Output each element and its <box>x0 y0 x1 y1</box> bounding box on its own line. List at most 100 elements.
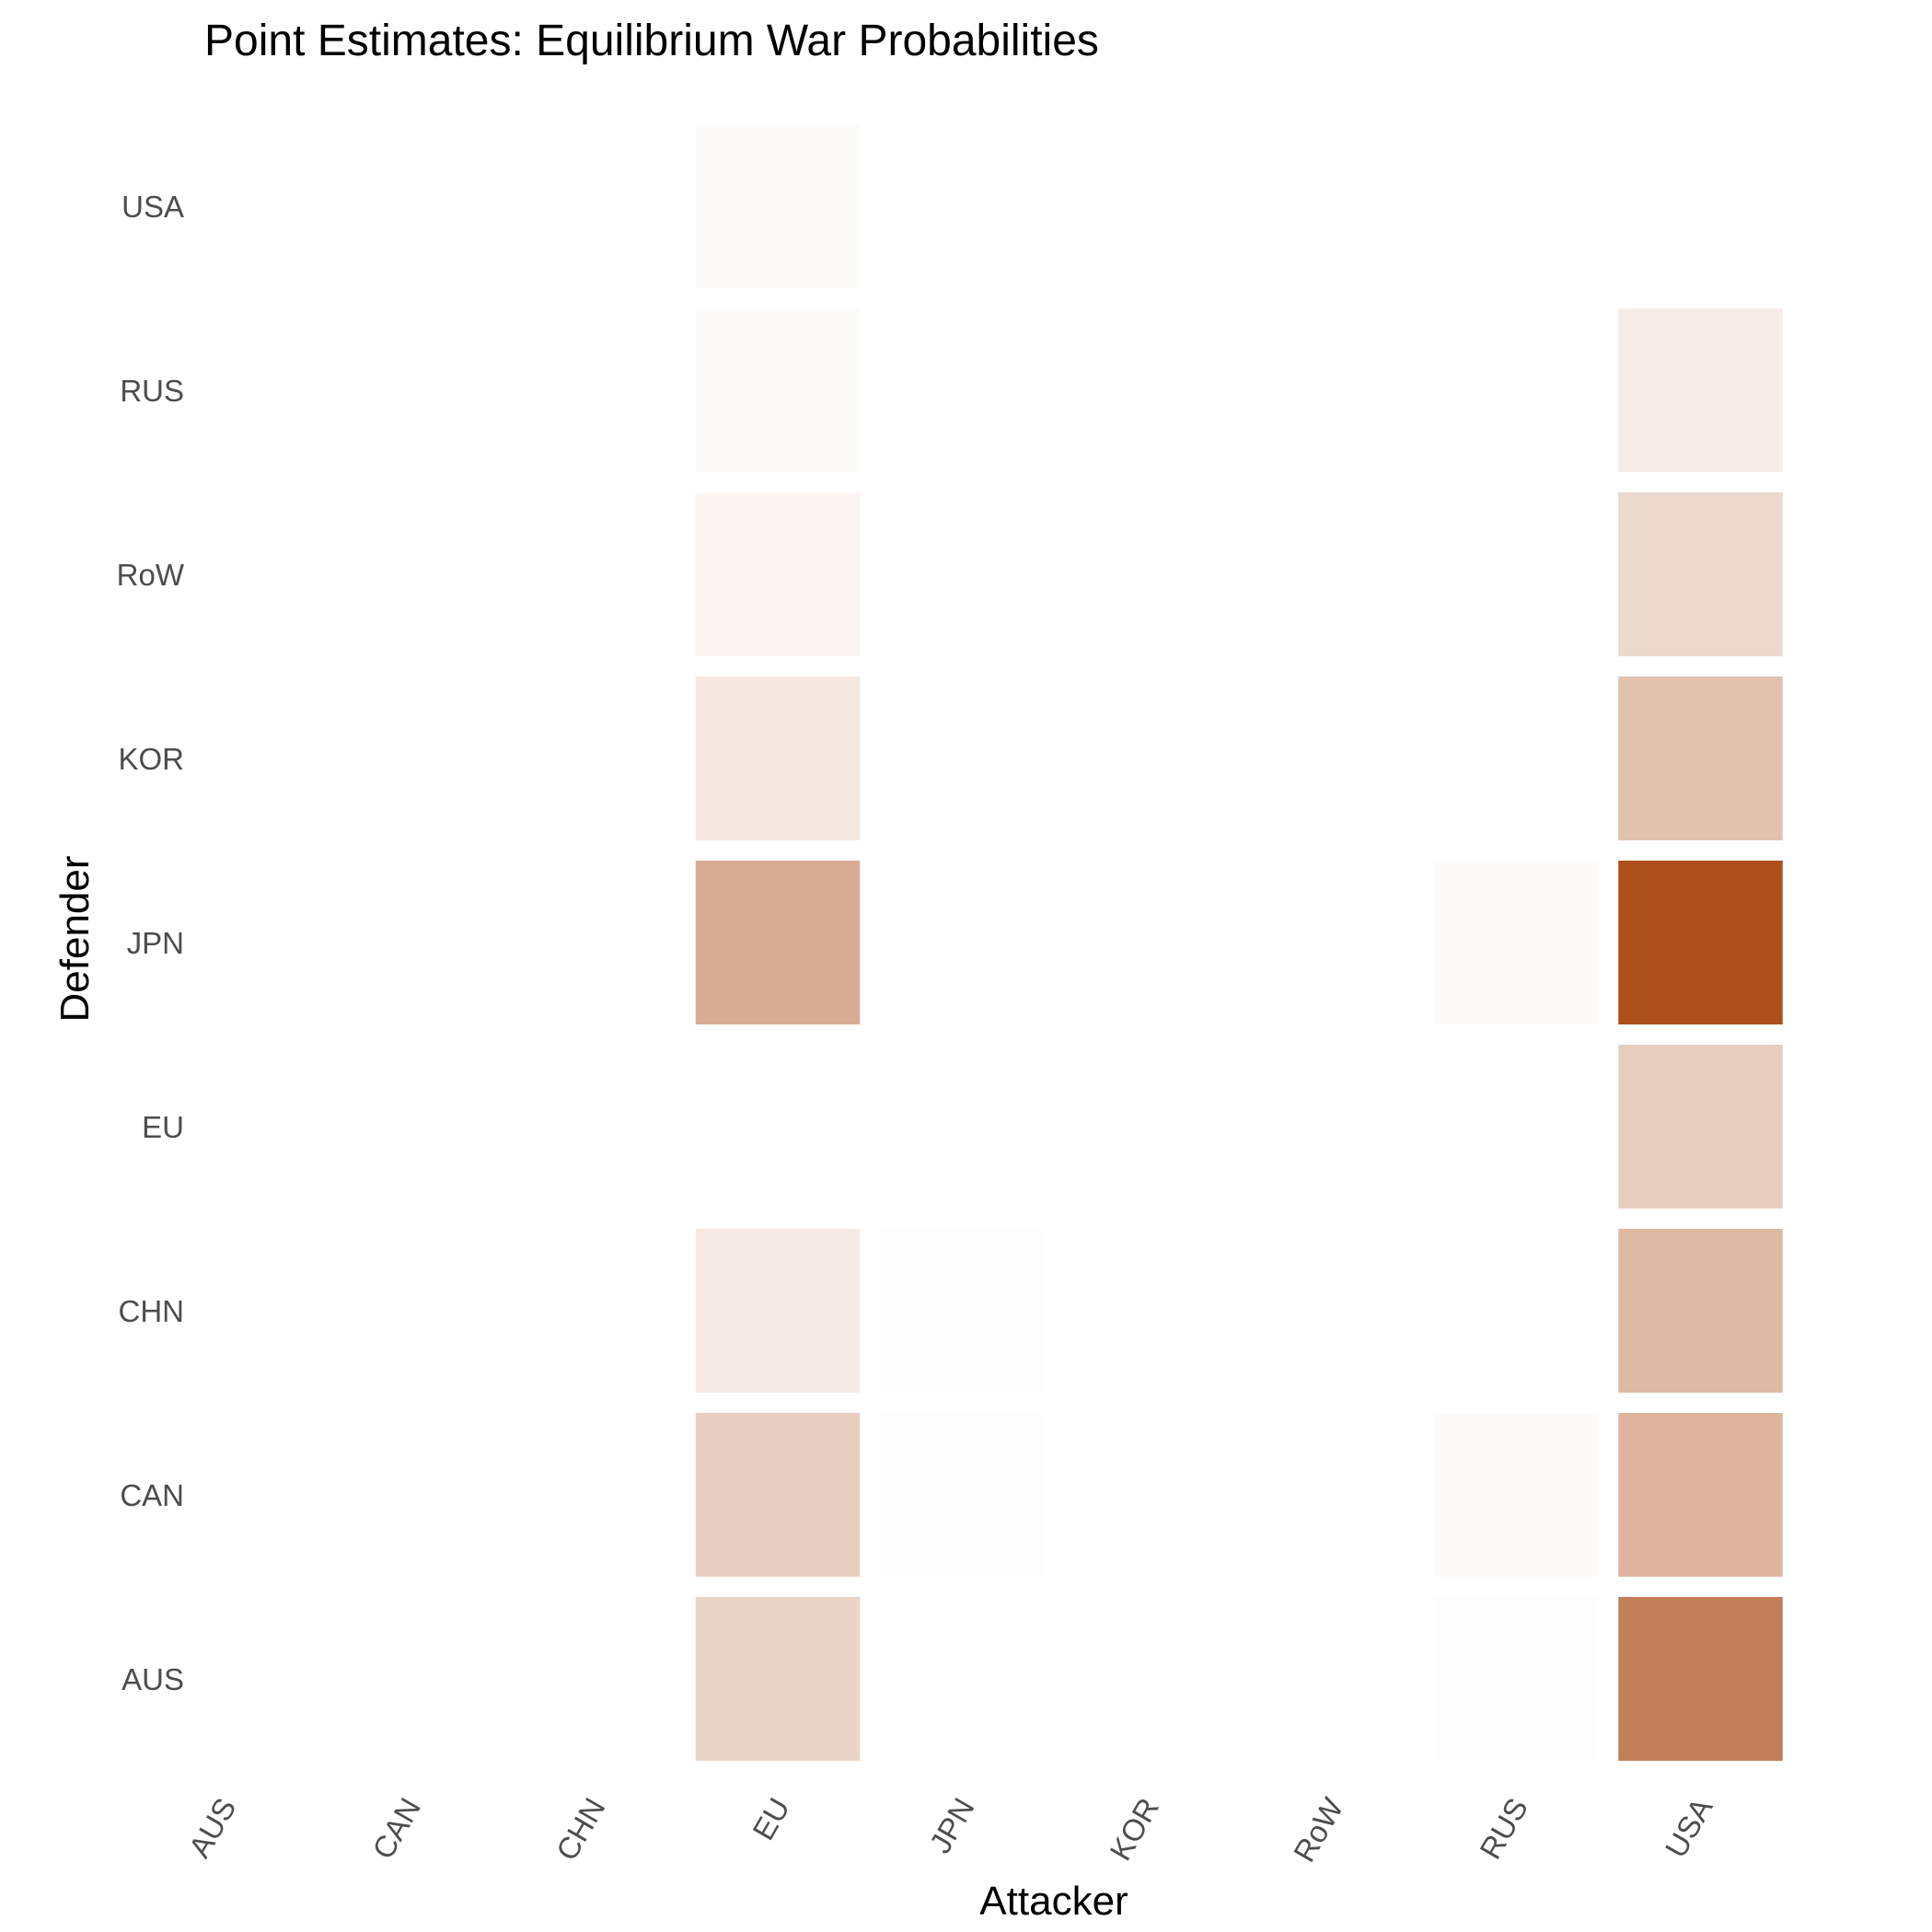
heatmap-cell-RoW-RUS <box>1249 308 1414 472</box>
heatmap-cell-AUS-CHN <box>142 1229 307 1393</box>
heatmap-cell-USA-KOR <box>1618 677 1783 840</box>
heatmap-cell-RUS-CAN <box>1433 1413 1599 1577</box>
y-axis-ticks: AUS CAN CHN EU JPN KOR RoW RUS USA <box>117 190 185 1696</box>
y-tick-label: USA <box>121 190 184 224</box>
heatmap-cell-KOR-CHN <box>1064 1229 1230 1393</box>
x-axis-title: Attacker <box>979 1879 1128 1924</box>
heatmap-cell-RUS-RoW <box>1433 492 1599 656</box>
heatmap-cell-JPN-RoW <box>880 492 1045 656</box>
heatmap-cell-RUS-RUS <box>1433 308 1599 472</box>
heatmap-cell-EU-RUS <box>695 308 861 472</box>
heatmap-cell-USA-USA <box>1618 124 1783 288</box>
heatmap-cell-USA-CAN <box>1618 1413 1783 1577</box>
x-tick-label: USA <box>1659 1792 1719 1863</box>
heatmap-cell-KOR-RUS <box>1064 308 1230 472</box>
heatmap-cell-AUS-RoW <box>142 492 307 656</box>
heatmap-cell-AUS-RUS <box>142 308 307 472</box>
heatmap-cell-CAN-USA <box>326 124 492 288</box>
heatmap-cell-JPN-JPN <box>880 861 1045 1024</box>
x-tick-label: KOR <box>1103 1792 1165 1866</box>
y-tick-label: CHN <box>119 1294 185 1328</box>
heatmap-cell-CHN-KOR <box>511 677 676 840</box>
x-tick-label: EU <box>746 1792 796 1845</box>
x-tick-label: RUS <box>1473 1792 1534 1865</box>
heatmap-cell-KOR-EU <box>1064 1045 1230 1209</box>
heatmap-cell-RUS-CHN <box>1433 1229 1599 1393</box>
x-axis-ticks: AUS CAN CHN EU JPN KOR RoW RUS USA <box>182 1791 1719 1868</box>
heatmap-cell-CHN-AUS <box>511 1597 676 1761</box>
heatmap-cell-USA-RoW <box>1618 492 1783 656</box>
heatmap-cell-EU-AUS <box>695 1597 861 1761</box>
y-tick-label: KOR <box>118 742 184 776</box>
heatmap-cell-KOR-KOR <box>1064 677 1230 840</box>
heatmap-cell-CAN-CHN <box>326 1229 492 1393</box>
heatmap-cell-CAN-CAN <box>326 1413 492 1577</box>
heatmap-cell-CHN-JPN <box>511 861 676 1024</box>
heatmap-cell-JPN-CAN <box>880 1413 1045 1577</box>
heatmap-cell-JPN-RUS <box>880 308 1045 472</box>
x-tick-label: RoW <box>1287 1791 1350 1868</box>
heatmap-cell-RUS-EU <box>1433 1045 1599 1209</box>
heatmap-cell-USA-JPN <box>1618 861 1783 1024</box>
heatmap-cell-RoW-EU <box>1249 1045 1414 1209</box>
heatmap-cell-EU-EU <box>695 1045 861 1209</box>
heatmap-cell-AUS-EU <box>142 1045 307 1209</box>
heatmap-cell-EU-CHN <box>695 1229 861 1393</box>
y-tick-label: EU <box>142 1110 184 1144</box>
heatmap-cell-RUS-USA <box>1433 124 1599 288</box>
heatmap-cell-CAN-EU <box>326 1045 492 1209</box>
heatmap-cell-KOR-AUS <box>1064 1597 1230 1761</box>
heatmap-cell-RoW-CHN <box>1249 1229 1414 1393</box>
heatmap-cell-EU-JPN <box>695 861 861 1024</box>
heatmap-cell-CHN-RoW <box>511 492 676 656</box>
heatmap-cell-USA-AUS <box>1618 1597 1783 1761</box>
heatmap-cell-EU-KOR <box>695 677 861 840</box>
y-tick-label: RoW <box>117 558 185 592</box>
heatmap-cell-KOR-RoW <box>1064 492 1230 656</box>
heatmap-cell-RoW-CAN <box>1249 1413 1414 1577</box>
x-tick-label: CHN <box>550 1792 612 1866</box>
heatmap-cell-JPN-CHN <box>880 1229 1045 1393</box>
heatmap-cell-EU-USA <box>695 124 861 288</box>
heatmap-cell-AUS-AUS <box>142 1597 307 1761</box>
heatmap-cell-AUS-JPN <box>142 861 307 1024</box>
heatmap-cell-RoW-USA <box>1249 124 1414 288</box>
heatmap-cell-JPN-USA <box>880 124 1045 288</box>
heatmap-cell-CHN-EU <box>511 1045 676 1209</box>
heatmap-cell-KOR-CAN <box>1064 1413 1230 1577</box>
y-tick-label: RUS <box>120 374 184 408</box>
x-tick-label: JPN <box>922 1792 980 1858</box>
y-tick-label: CAN <box>120 1478 184 1512</box>
heatmap-cell-CHN-CHN <box>511 1229 676 1393</box>
heatmap-cell-AUS-CAN <box>142 1413 307 1577</box>
y-tick-label: AUS <box>121 1662 184 1696</box>
heatmap-cell-USA-RUS <box>1618 308 1783 472</box>
heatmap-cell-USA-CHN <box>1618 1229 1783 1393</box>
heatmap-cell-EU-CAN <box>695 1413 861 1577</box>
heatmap-cell-RUS-KOR <box>1433 677 1599 840</box>
heatmap-cell-EU-RoW <box>695 492 861 656</box>
heatmap-cell-RoW-JPN <box>1249 861 1414 1024</box>
heatmap-cell-CHN-RUS <box>511 308 676 472</box>
heatmap-cell-CAN-AUS <box>326 1597 492 1761</box>
heatmap-cell-KOR-USA <box>1064 124 1230 288</box>
heatmap-cell-JPN-AUS <box>880 1597 1045 1761</box>
heatmap-cell-AUS-USA <box>142 124 307 288</box>
heatmap-cell-RUS-AUS <box>1433 1597 1599 1761</box>
chart-title: Point Estimates: Equilibrium War Probabi… <box>204 17 1099 65</box>
x-tick-label: AUS <box>182 1792 243 1863</box>
heatmap-cell-RoW-AUS <box>1249 1597 1414 1761</box>
heatmap-cell-RoW-KOR <box>1249 677 1414 840</box>
heatmap-cell-CHN-USA <box>511 124 676 288</box>
heatmap-cell-AUS-KOR <box>142 677 307 840</box>
heatmap-cell-RUS-JPN <box>1433 861 1599 1024</box>
heatmap-cell-CHN-CAN <box>511 1413 676 1577</box>
heatmap-cell-JPN-KOR <box>880 677 1045 840</box>
heatmap-cell-CAN-JPN <box>326 861 492 1024</box>
heatmap-cell-JPN-EU <box>880 1045 1045 1209</box>
heatmap-cells <box>142 124 1783 1761</box>
heatmap-cell-RoW-RoW <box>1249 492 1414 656</box>
heatmap-cell-CAN-KOR <box>326 677 492 840</box>
heatmap-cell-USA-EU <box>1618 1045 1783 1209</box>
